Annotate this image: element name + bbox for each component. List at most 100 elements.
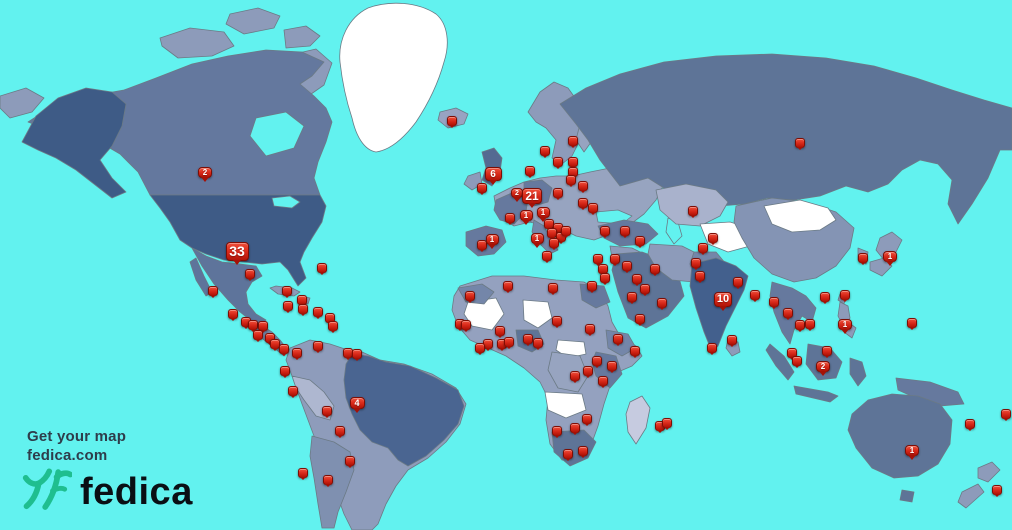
region-tasmania: [899, 489, 915, 503]
marker-dot: [258, 321, 268, 331]
marker-dot: [1001, 409, 1011, 419]
marker-dot: [640, 284, 650, 294]
marker-dot: [549, 238, 559, 248]
marker-dot: [504, 337, 514, 347]
brand-logo[interactable]: fedica: [20, 464, 193, 521]
marker-dot: [345, 456, 355, 466]
marker-dot: [992, 485, 1002, 495]
region-new-guinea: [895, 377, 965, 407]
marker-dot: [607, 361, 617, 371]
tagline: Get your map: [27, 428, 127, 445]
marker-pin-indonesia: 2: [816, 360, 830, 372]
marker-dot: [630, 346, 640, 356]
marker-dot: [523, 334, 533, 344]
marker-dot: [820, 292, 830, 302]
marker-dot: [578, 181, 588, 191]
marker-dot: [907, 318, 917, 328]
marker-dot: [282, 286, 292, 296]
region-canada: [27, 49, 333, 196]
marker-dot: [352, 349, 362, 359]
marker-dot: [570, 371, 580, 381]
region-new-zealand: [957, 483, 985, 509]
fedica-url[interactable]: fedica.com: [27, 447, 108, 464]
region-australia: [847, 393, 953, 479]
marker-dot: [622, 261, 632, 271]
region-madagascar: [625, 395, 651, 445]
marker-dot: [533, 338, 543, 348]
marker-dot: [561, 226, 571, 236]
marker-dot: [461, 320, 471, 330]
marker-dot: [578, 198, 588, 208]
marker-dot: [477, 183, 487, 193]
marker-dot: [328, 321, 338, 331]
marker-dot: [727, 335, 737, 345]
marker-dot: [593, 254, 603, 264]
marker-dot: [582, 414, 592, 424]
marker-dot: [698, 243, 708, 253]
marker-pin-austria: 1: [536, 206, 550, 218]
region-chukotka: [0, 87, 45, 119]
region-brazil: [343, 353, 465, 467]
hudson-bay: [249, 111, 305, 157]
region-niger: [522, 299, 553, 329]
region-kazakhstan: [655, 183, 729, 227]
marker-dot: [540, 146, 550, 156]
marker-dot: [585, 324, 595, 334]
marker-dot: [465, 291, 475, 301]
marker-pin-united-kingdom: 6: [484, 167, 502, 181]
marker-dot: [566, 175, 576, 185]
marker-dot: [783, 308, 793, 318]
marker-pin-japan: 1: [883, 250, 897, 262]
marker-pin-spain: 1: [485, 233, 499, 245]
marker-dot: [335, 426, 345, 436]
marker-dot: [688, 206, 698, 216]
region-alaska: [21, 87, 127, 199]
marker-dot: [600, 226, 610, 236]
marker-dot: [280, 366, 290, 376]
marker-dot: [795, 320, 805, 330]
marker-dot: [313, 307, 323, 317]
marker-dot: [600, 273, 610, 283]
region-java: [793, 385, 839, 403]
marker-dot: [563, 449, 573, 459]
marker-dot: [792, 356, 802, 366]
fedica-logo-icon: [20, 464, 74, 521]
marker-dot: [317, 263, 327, 273]
marker-dot: [691, 258, 701, 268]
region-mongolia: [763, 199, 837, 233]
marker-dot: [695, 271, 705, 281]
marker-dot: [245, 269, 255, 279]
marker-dot: [662, 418, 672, 428]
marker-dot: [733, 277, 743, 287]
marker-dot: [477, 240, 487, 250]
marker-dot: [578, 446, 588, 456]
marker-dot: [298, 304, 308, 314]
marker-dot: [548, 283, 558, 293]
region-united-states: [149, 194, 327, 287]
marker-dot: [769, 297, 779, 307]
marker-dot: [279, 344, 289, 354]
marker-dot: [552, 316, 562, 326]
marker-pin-brazil: 4: [349, 397, 365, 409]
marker-dot: [635, 314, 645, 324]
marker-dot: [795, 138, 805, 148]
marker-dot: [475, 343, 485, 353]
marker-dot: [323, 475, 333, 485]
marker-pin-germany: 21: [522, 188, 542, 204]
marker-dot: [283, 301, 293, 311]
marker-dot: [840, 290, 850, 300]
marker-dot: [583, 366, 593, 376]
marker-dot: [568, 157, 578, 167]
marker-dot: [587, 281, 597, 291]
marker-dot: [805, 319, 815, 329]
marker-dot: [313, 341, 323, 351]
region-arctic-islands: [159, 27, 235, 59]
region-sulawesi: [849, 357, 867, 387]
marker-dot: [627, 292, 637, 302]
region-new-zealand: [977, 461, 1001, 483]
marker-dot: [750, 290, 760, 300]
marker-dot: [288, 386, 298, 396]
footer-note: Get your map fedica.com: [27, 427, 126, 465]
marker-dot: [208, 286, 218, 296]
